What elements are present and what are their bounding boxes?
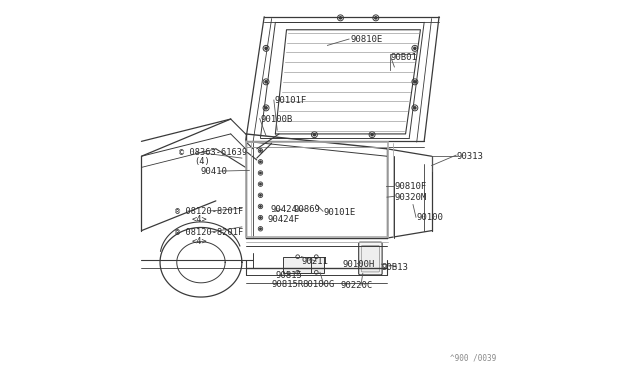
- Text: <4>: <4>: [191, 237, 207, 246]
- Text: 80100G: 80100G: [302, 280, 334, 289]
- Text: 90424F: 90424F: [268, 215, 300, 224]
- Circle shape: [260, 217, 261, 218]
- Text: 90101F: 90101F: [275, 96, 307, 105]
- Circle shape: [260, 183, 261, 185]
- Circle shape: [374, 17, 377, 19]
- Text: 90B13: 90B13: [381, 263, 408, 272]
- Text: 90B01: 90B01: [390, 53, 417, 62]
- FancyBboxPatch shape: [311, 257, 324, 273]
- Text: 90869: 90869: [294, 205, 321, 214]
- Circle shape: [413, 81, 416, 83]
- Circle shape: [413, 47, 416, 49]
- Text: 90810E: 90810E: [351, 35, 383, 44]
- Text: 90410: 90410: [201, 167, 228, 176]
- Text: 90815R: 90815R: [271, 280, 304, 289]
- Circle shape: [339, 17, 342, 19]
- Text: 90101E: 90101E: [324, 208, 356, 217]
- Circle shape: [260, 195, 261, 196]
- Text: ® 08120-8201F: ® 08120-8201F: [175, 228, 243, 237]
- Text: 90815: 90815: [275, 271, 302, 280]
- Circle shape: [260, 228, 261, 230]
- FancyBboxPatch shape: [283, 257, 310, 273]
- Text: (4): (4): [195, 157, 211, 166]
- Circle shape: [265, 47, 267, 49]
- Circle shape: [371, 134, 373, 136]
- Text: 90313: 90313: [457, 152, 484, 161]
- Text: ^900 /0039: ^900 /0039: [451, 354, 497, 363]
- Circle shape: [413, 107, 416, 109]
- Text: 90220C: 90220C: [341, 281, 373, 290]
- Text: 90100: 90100: [417, 213, 444, 222]
- Text: <4>: <4>: [191, 215, 207, 224]
- Circle shape: [265, 81, 267, 83]
- Text: 90810F: 90810F: [394, 182, 427, 191]
- Circle shape: [260, 206, 261, 207]
- Text: 90211: 90211: [301, 257, 328, 266]
- Circle shape: [314, 134, 316, 136]
- Text: © 08363-61639: © 08363-61639: [179, 148, 247, 157]
- Circle shape: [265, 107, 267, 109]
- Text: ® 08120-8201F: ® 08120-8201F: [175, 207, 243, 216]
- Text: 90100B: 90100B: [260, 115, 292, 124]
- Circle shape: [260, 150, 261, 151]
- Text: 90320M: 90320M: [394, 193, 427, 202]
- FancyBboxPatch shape: [362, 246, 380, 272]
- Text: 90100H: 90100H: [342, 260, 374, 269]
- Circle shape: [260, 161, 261, 163]
- Text: 90424: 90424: [271, 205, 298, 214]
- FancyBboxPatch shape: [358, 242, 382, 275]
- Circle shape: [260, 172, 261, 174]
